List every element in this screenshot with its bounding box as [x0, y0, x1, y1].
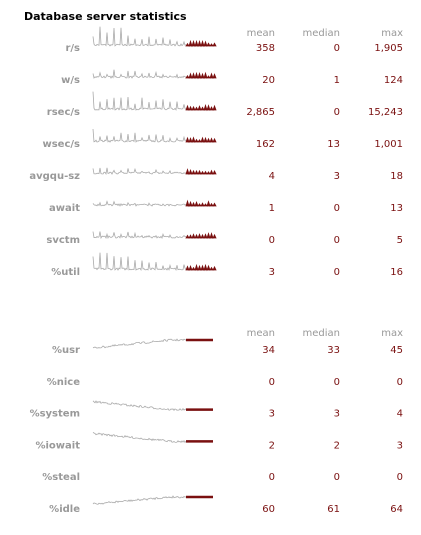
stat-value: 0 [334, 235, 340, 246]
stat-value: 34 [262, 345, 275, 356]
stat-value: 0 [334, 472, 340, 483]
stat-value: 33 [327, 345, 340, 356]
column-header: max [381, 28, 403, 39]
sparkline [92, 432, 187, 444]
stat-value: 60 [262, 504, 275, 515]
stat-value: 3 [334, 171, 340, 182]
stat-value: 16 [390, 267, 403, 278]
sparkline-recent [185, 232, 217, 240]
stat-value: 0 [397, 472, 403, 483]
row-label: w/s [61, 75, 80, 86]
row-label: %iowait [35, 440, 80, 451]
stat-value: 3 [269, 409, 275, 420]
column-header: mean [247, 328, 275, 339]
stat-value: 2 [269, 440, 275, 451]
row-label: avgqu-sz [29, 171, 80, 182]
stat-value: 1 [269, 203, 275, 214]
stat-value: 1,905 [374, 43, 403, 54]
sparkline-recent [185, 136, 217, 144]
stat-value: 358 [256, 43, 275, 54]
stat-value: 20 [262, 75, 275, 86]
sparkline [92, 252, 187, 272]
sparkline-recent [185, 103, 217, 112]
row-label: %steal [42, 472, 80, 483]
sparkline [92, 231, 187, 240]
stat-value: 45 [390, 345, 403, 356]
sparkline-recent [185, 199, 217, 208]
stat-value: 15,243 [368, 107, 403, 118]
stat-value: 13 [327, 139, 340, 150]
stat-value: 3 [269, 267, 275, 278]
stat-value: 0 [334, 43, 340, 54]
stat-value: 64 [390, 504, 403, 515]
row-label: rsec/s [47, 107, 80, 118]
column-header: max [381, 328, 403, 339]
stat-value: 0 [269, 377, 275, 388]
stat-value: 162 [256, 139, 275, 150]
row-label: %idle [49, 504, 80, 515]
stat-value: 0 [334, 203, 340, 214]
sparkline-recent [185, 263, 217, 272]
sparkline [92, 338, 187, 349]
title: Database server statistics [24, 10, 187, 23]
stat-value: 1 [334, 75, 340, 86]
sparkline [92, 69, 187, 79]
column-header: median [303, 328, 341, 339]
stat-value: 5 [397, 235, 403, 246]
sparkline [92, 91, 187, 111]
stat-value: 18 [390, 171, 403, 182]
stat-value: 61 [327, 504, 340, 515]
row-label: %util [51, 267, 80, 278]
sparkline [92, 167, 187, 176]
sparkline-recent [185, 39, 217, 48]
stat-value: 0 [334, 267, 340, 278]
stat-value: 0 [269, 472, 275, 483]
stat-value: 0 [334, 377, 340, 388]
sparkline [92, 200, 187, 207]
row-label: wsec/s [42, 139, 80, 150]
stat-value: 4 [269, 171, 275, 182]
column-header: median [303, 28, 341, 39]
row-label: %usr [52, 345, 80, 356]
row-label: svctm [46, 235, 80, 246]
sparkline [92, 400, 187, 411]
stat-value: 2 [334, 440, 340, 451]
sparkline-recent [185, 71, 217, 80]
stat-value: 13 [390, 203, 403, 214]
stat-value: 1,001 [374, 139, 403, 150]
stat-value: 0 [334, 107, 340, 118]
stat-value: 3 [334, 409, 340, 420]
stat-value: 0 [269, 235, 275, 246]
row-label: r/s [65, 43, 80, 54]
sparkline [92, 26, 187, 47]
stat-value: 4 [397, 409, 403, 420]
sparkline [92, 495, 187, 505]
stat-value: 3 [397, 440, 403, 451]
row-label: %system [30, 409, 80, 420]
row-label: %nice [47, 377, 80, 388]
sparkline-recent [185, 168, 217, 176]
sparkline [92, 128, 187, 143]
column-header: mean [247, 28, 275, 39]
stat-value: 2,865 [246, 107, 275, 118]
row-label: await [49, 203, 80, 214]
stat-value: 124 [384, 75, 403, 86]
stat-value: 0 [397, 377, 403, 388]
